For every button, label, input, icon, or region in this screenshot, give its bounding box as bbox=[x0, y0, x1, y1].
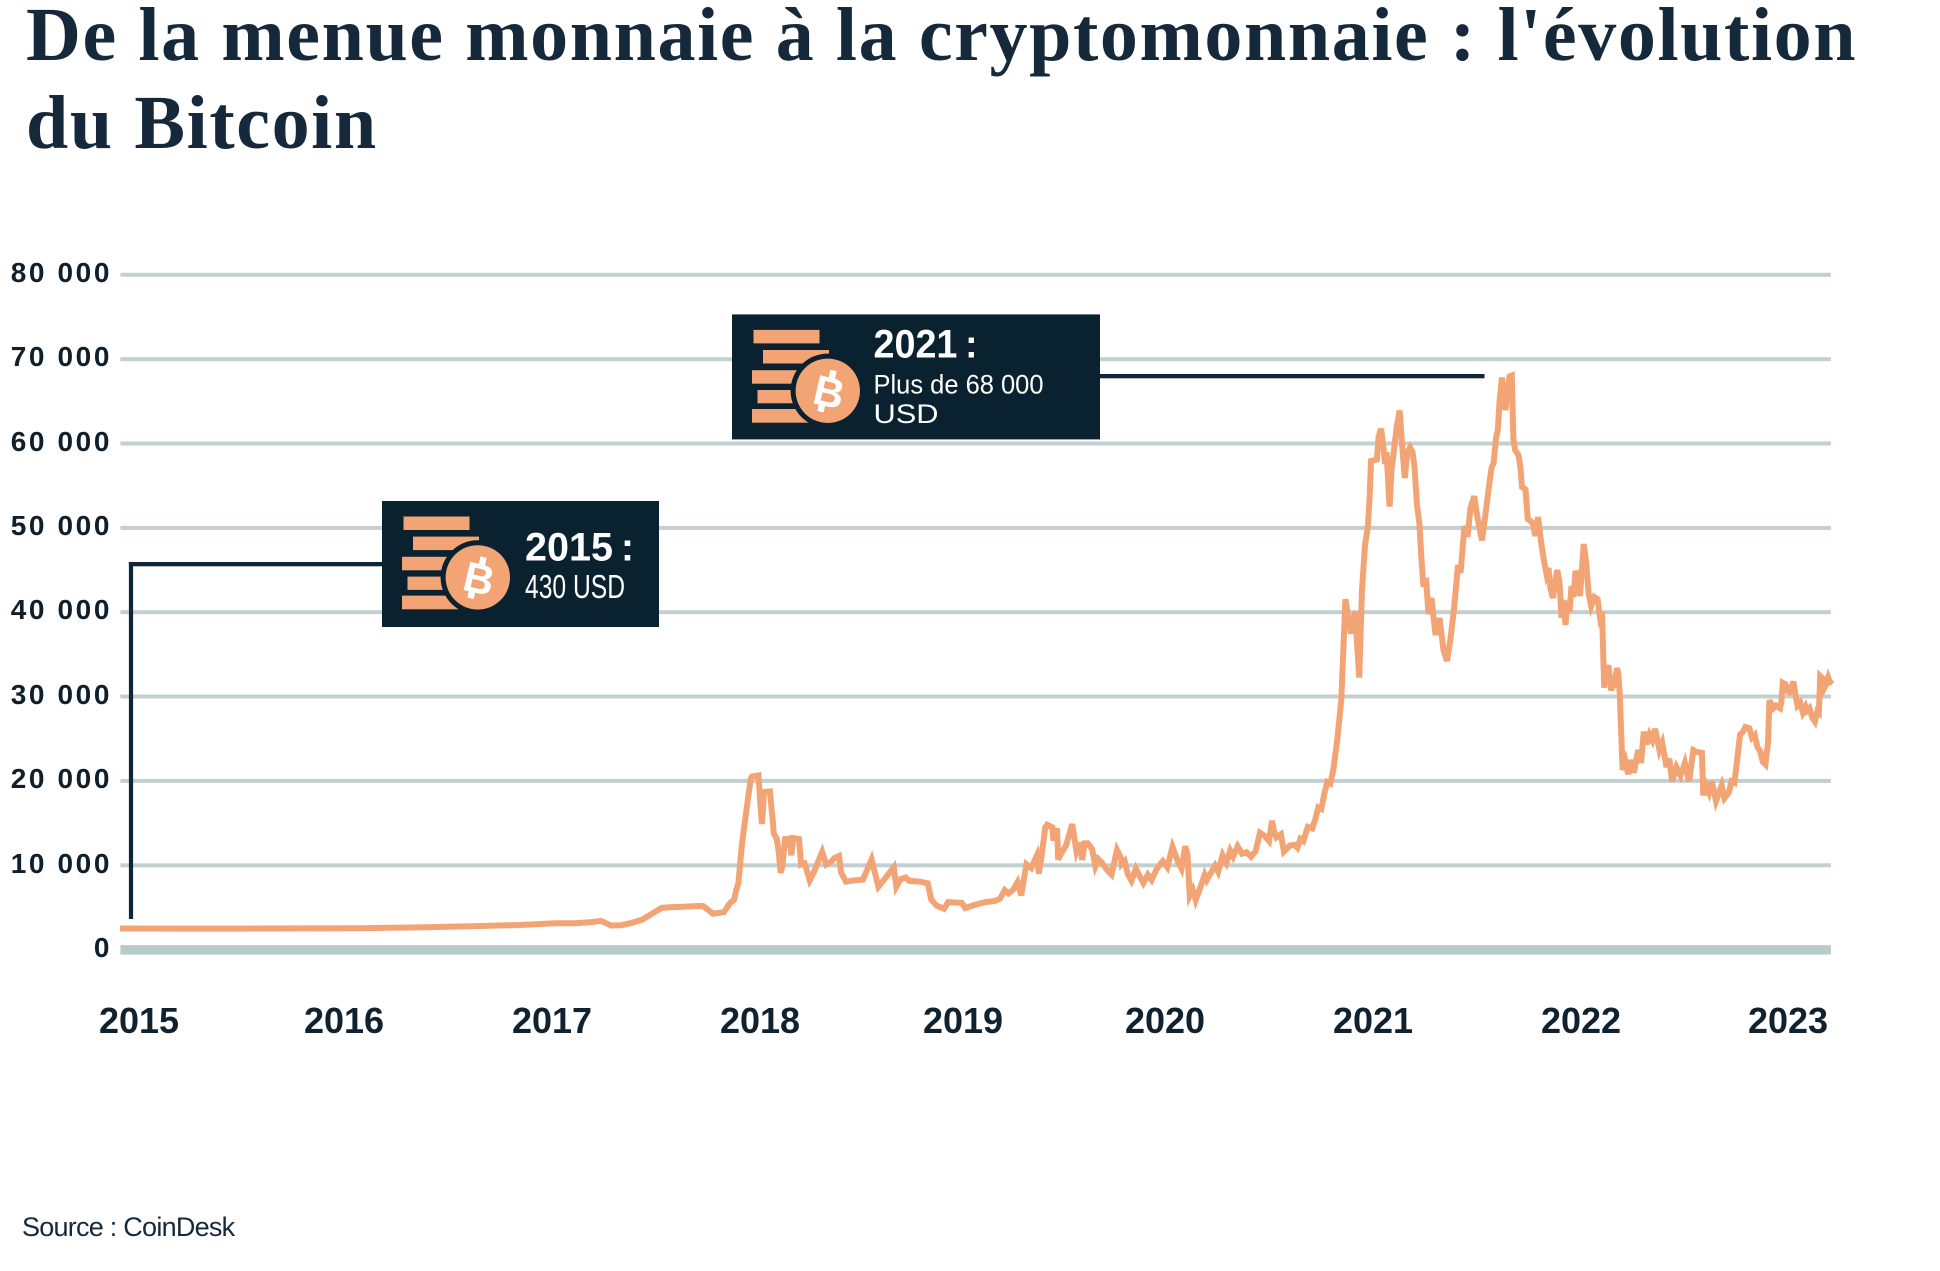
svg-text:Plus de 68 000: Plus de 68 000 bbox=[874, 370, 1044, 400]
svg-text:2021 :: 2021 : bbox=[874, 322, 978, 366]
svg-text:2015 :: 2015 : bbox=[525, 526, 634, 570]
svg-text:430 USD: 430 USD bbox=[525, 568, 625, 605]
svg-text:USD: USD bbox=[874, 399, 939, 429]
